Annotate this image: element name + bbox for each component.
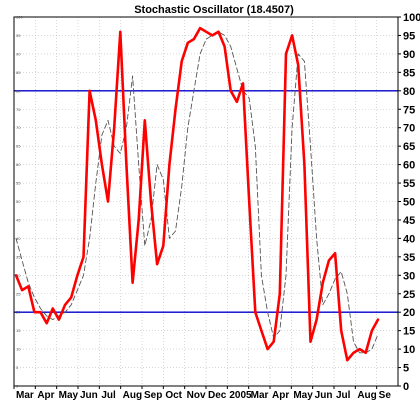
y-inner-tick-label: 15: [16, 328, 21, 333]
x-tick-label: Apr: [272, 390, 289, 400]
y-inner-tick-label: 80: [16, 88, 21, 93]
x-tick-label: Aug: [123, 390, 142, 400]
y-inner-tick-label: 65: [16, 144, 21, 149]
series-signal-line: [15, 31, 379, 354]
x-tick-label: May: [293, 390, 313, 400]
y-inner-tick-label: 70: [16, 125, 21, 130]
y-inner-tick-label: 35: [16, 254, 21, 259]
y-inner-tick-label: 75: [16, 107, 21, 112]
series-layer: [14, 26, 380, 362]
y-inner-tick-label: 50: [16, 199, 21, 204]
reference-lines: [14, 90, 398, 313]
y-inner-tick-label: 45: [16, 217, 21, 222]
y-inner-tick-label: 95: [16, 33, 21, 38]
y-inner-tick-label: 20: [16, 310, 21, 315]
y-inner-tick-label: 100: [16, 15, 23, 20]
x-tick-label: Nov: [187, 390, 206, 400]
y-tick-label: 65: [403, 141, 415, 153]
y-tick-label: 50: [403, 197, 415, 209]
x-axis: Mar Apr May Jun Jul Aug Sep Oct Nov Dec 2005 Mar Apr…: [13, 386, 392, 400]
x-tick-label: Jun: [80, 390, 98, 400]
x-tick-label: Jul: [101, 390, 116, 400]
x-tick-label: Jul: [336, 390, 351, 400]
y-inner-tick-label: 5: [16, 365, 19, 370]
x-tick-label: Mar: [251, 390, 269, 400]
y-tick-label: 35: [403, 252, 415, 264]
y-tick-label: 60: [403, 160, 415, 172]
y-tick-label: 20: [403, 307, 415, 319]
y-inner-tick-label: 25: [16, 291, 21, 296]
x-tick-label: Apr: [37, 390, 54, 400]
x-tick-label: Jun: [315, 390, 333, 400]
y-tick-label: 30: [403, 270, 415, 282]
x-tick-label: Mar: [16, 390, 34, 400]
y-tick-label: 80: [403, 86, 415, 98]
y-tick-label: 100: [403, 12, 420, 24]
x-tick-label: Sep: [144, 390, 162, 400]
y-tick-label: 15: [403, 326, 415, 338]
y-tick-label: 70: [403, 123, 415, 135]
y-tick-label: 75: [403, 104, 415, 116]
x-tick-label: Se: [379, 390, 392, 400]
x-tick-label: 2005: [229, 390, 252, 400]
y-tick-label: 95: [403, 30, 415, 42]
x-tick-label: May: [59, 390, 79, 400]
y-inner-tick-label: 40: [16, 236, 21, 241]
x-tick-label: Oct: [165, 390, 182, 400]
x-tick-label: Dec: [208, 390, 227, 400]
y-tick-label: 25: [403, 289, 415, 301]
series-main-line: [14, 26, 380, 362]
y-tick-label: 0: [403, 381, 409, 393]
y-tick-label: 55: [403, 178, 415, 190]
chart-title: Stochastic Oscillator (18.4507): [134, 4, 294, 16]
y-tick-label: 90: [403, 49, 415, 61]
y-inner-tick-label: 0: [16, 384, 19, 389]
y-inner-tick-label: 85: [16, 70, 21, 75]
y-inner-tick-label: 10: [16, 347, 21, 352]
y-inner-tick-label: 30: [16, 273, 21, 278]
x-tick-label: Aug: [357, 390, 376, 400]
y-axis: 0055101015152020252530303535404045455050…: [16, 12, 420, 393]
y-inner-tick-label: 60: [16, 162, 21, 167]
y-tick-label: 45: [403, 215, 415, 227]
y-inner-tick-label: 90: [16, 51, 21, 56]
y-tick-label: 40: [403, 233, 415, 245]
y-tick-label: 10: [403, 344, 415, 356]
y-inner-tick-label: 55: [16, 181, 21, 186]
y-tick-label: 85: [403, 67, 415, 79]
y-tick-label: 5: [403, 363, 409, 375]
